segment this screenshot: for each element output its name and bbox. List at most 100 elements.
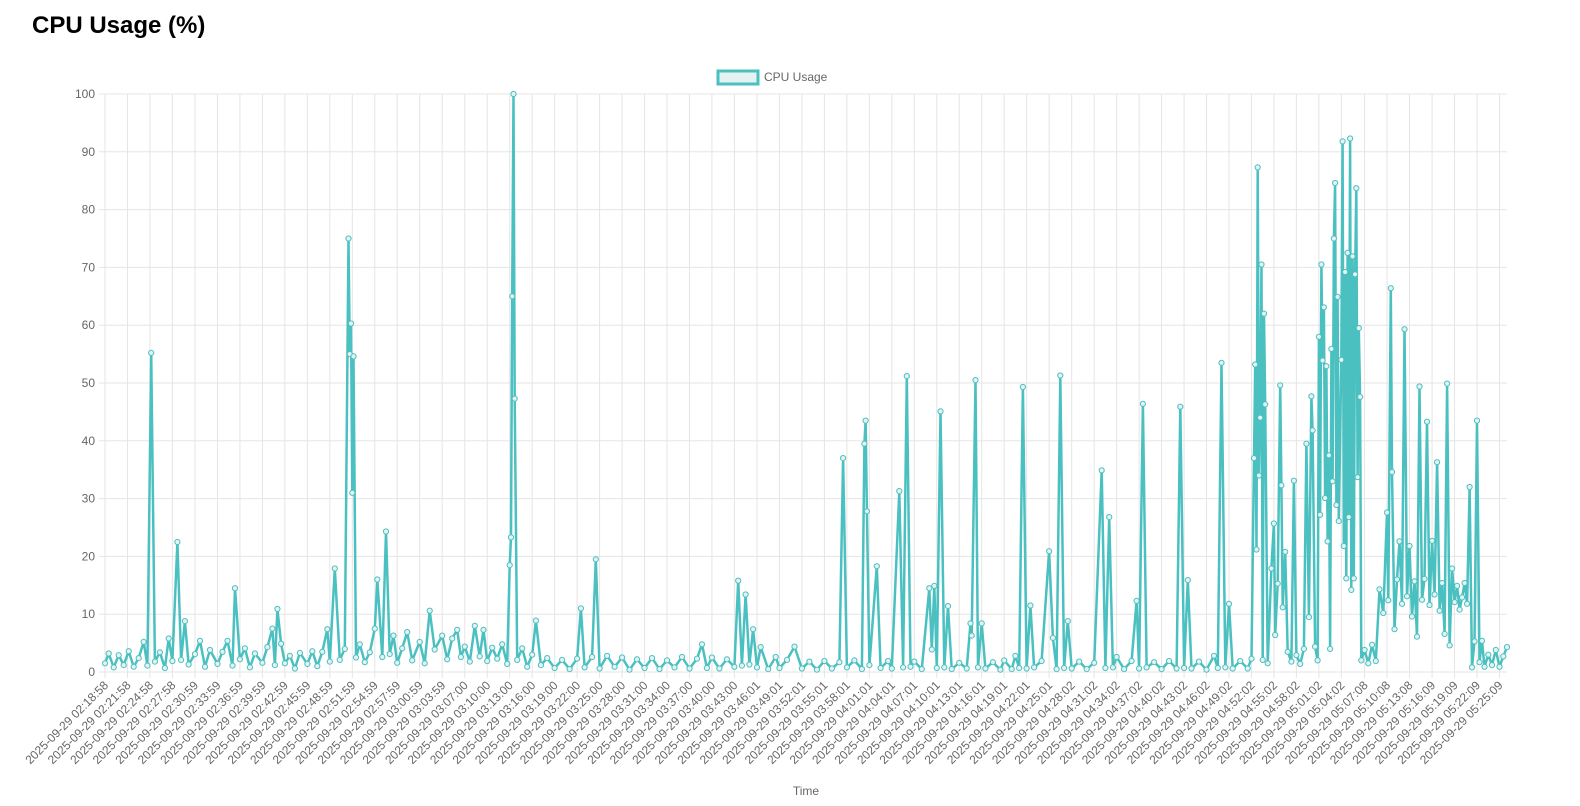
data-point[interactable] [1345,514,1352,521]
data-point[interactable] [1001,657,1008,664]
data-point[interactable] [259,659,266,666]
data-point[interactable] [1143,664,1150,671]
data-point[interactable] [1225,600,1233,607]
data-point[interactable] [110,664,117,671]
data-point[interactable] [439,632,446,639]
data-point[interactable] [686,665,693,672]
data-point[interactable] [1259,656,1266,664]
data-point[interactable] [506,562,513,569]
data-point[interactable] [1128,657,1135,665]
data-point[interactable] [1380,609,1387,617]
data-point[interactable] [1277,382,1284,389]
data-point[interactable] [1352,271,1359,278]
data-point[interactable] [480,626,487,633]
data-point[interactable] [989,659,997,666]
data-point[interactable] [1083,666,1090,673]
data-point[interactable] [331,565,338,572]
data-point[interactable] [1272,631,1279,639]
data-point[interactable] [125,648,132,655]
data-point[interactable] [101,660,109,667]
data-point[interactable] [1297,660,1304,668]
data-point[interactable] [1214,664,1221,672]
data-point[interactable] [319,648,326,655]
data-point[interactable] [1361,646,1368,654]
data-point[interactable] [1340,542,1347,550]
data-point[interactable] [1426,601,1433,609]
data-point[interactable] [1158,666,1165,673]
data-point[interactable] [861,440,868,447]
data-point[interactable] [1350,575,1357,582]
data-point[interactable] [611,663,618,670]
data-point[interactable] [1260,310,1268,317]
data-point[interactable] [1318,261,1325,268]
data-point[interactable] [1456,606,1463,613]
data-point[interactable] [1133,597,1140,605]
data-point[interactable] [1329,478,1336,485]
data-point[interactable] [336,656,343,664]
data-point[interactable] [574,655,581,662]
data-point[interactable] [772,653,779,661]
data-point[interactable] [1413,633,1421,640]
data-point[interactable] [559,656,566,664]
data-point[interactable] [1485,651,1492,658]
data-point[interactable] [1431,591,1438,598]
data-point[interactable] [241,645,248,652]
data-point[interactable] [1317,511,1324,518]
data-point[interactable] [1408,613,1416,620]
data-point[interactable] [394,659,401,666]
data-point[interactable] [918,666,925,673]
data-point[interactable] [1268,565,1275,572]
data-point[interactable] [862,417,869,424]
data-point[interactable] [1444,380,1451,387]
data-point[interactable] [1255,472,1263,479]
data-point[interactable] [1353,185,1360,192]
data-point[interactable] [1323,363,1330,370]
data-point[interactable] [1274,580,1281,587]
data-point[interactable] [738,662,746,669]
data-point[interactable] [757,644,764,651]
data-point[interactable] [592,556,599,563]
data-point[interactable] [165,635,172,642]
data-point[interactable] [1184,577,1191,584]
legend-swatch[interactable] [716,69,760,86]
data-point[interactable] [967,620,974,627]
legend-label[interactable]: CPU Usage [764,70,828,84]
data-point[interactable] [1333,501,1340,509]
data-point[interactable] [948,666,955,673]
data-point[interactable] [972,377,979,384]
data-point[interactable] [813,666,821,673]
data-point[interactable] [1218,359,1225,366]
data-point[interactable] [1229,665,1236,672]
data-point[interactable] [1332,179,1339,187]
data-point[interactable] [1385,597,1392,604]
data-point[interactable] [1328,345,1335,352]
data-point[interactable] [1264,660,1271,667]
data-point[interactable] [115,652,122,659]
data-point[interactable] [1347,135,1354,142]
data-point[interactable] [626,666,633,673]
data-point[interactable] [324,626,331,633]
data-point[interactable] [1195,658,1203,665]
data-point[interactable] [1250,455,1258,462]
data-point[interactable] [928,646,935,653]
data-point[interactable] [196,637,204,644]
data-point[interactable] [1436,607,1443,614]
data-point[interactable] [1284,648,1291,655]
data-point[interactable] [1478,637,1486,644]
data-point[interactable] [148,349,155,356]
data-point[interactable] [1288,658,1295,665]
data-point[interactable] [286,652,293,659]
data-point[interactable] [1387,285,1394,292]
data-point[interactable] [1330,235,1338,242]
data-point[interactable] [821,657,828,665]
data-point[interactable] [1343,575,1350,582]
data-point[interactable] [1459,594,1466,601]
data-point[interactable] [151,658,158,665]
data-point[interactable] [1222,664,1229,671]
data-point[interactable] [1279,604,1286,611]
data-point[interactable] [1320,304,1328,311]
data-point[interactable] [399,645,406,652]
data-point[interactable] [1492,646,1499,654]
data-point[interactable] [416,638,423,646]
data-point[interactable] [471,622,478,629]
